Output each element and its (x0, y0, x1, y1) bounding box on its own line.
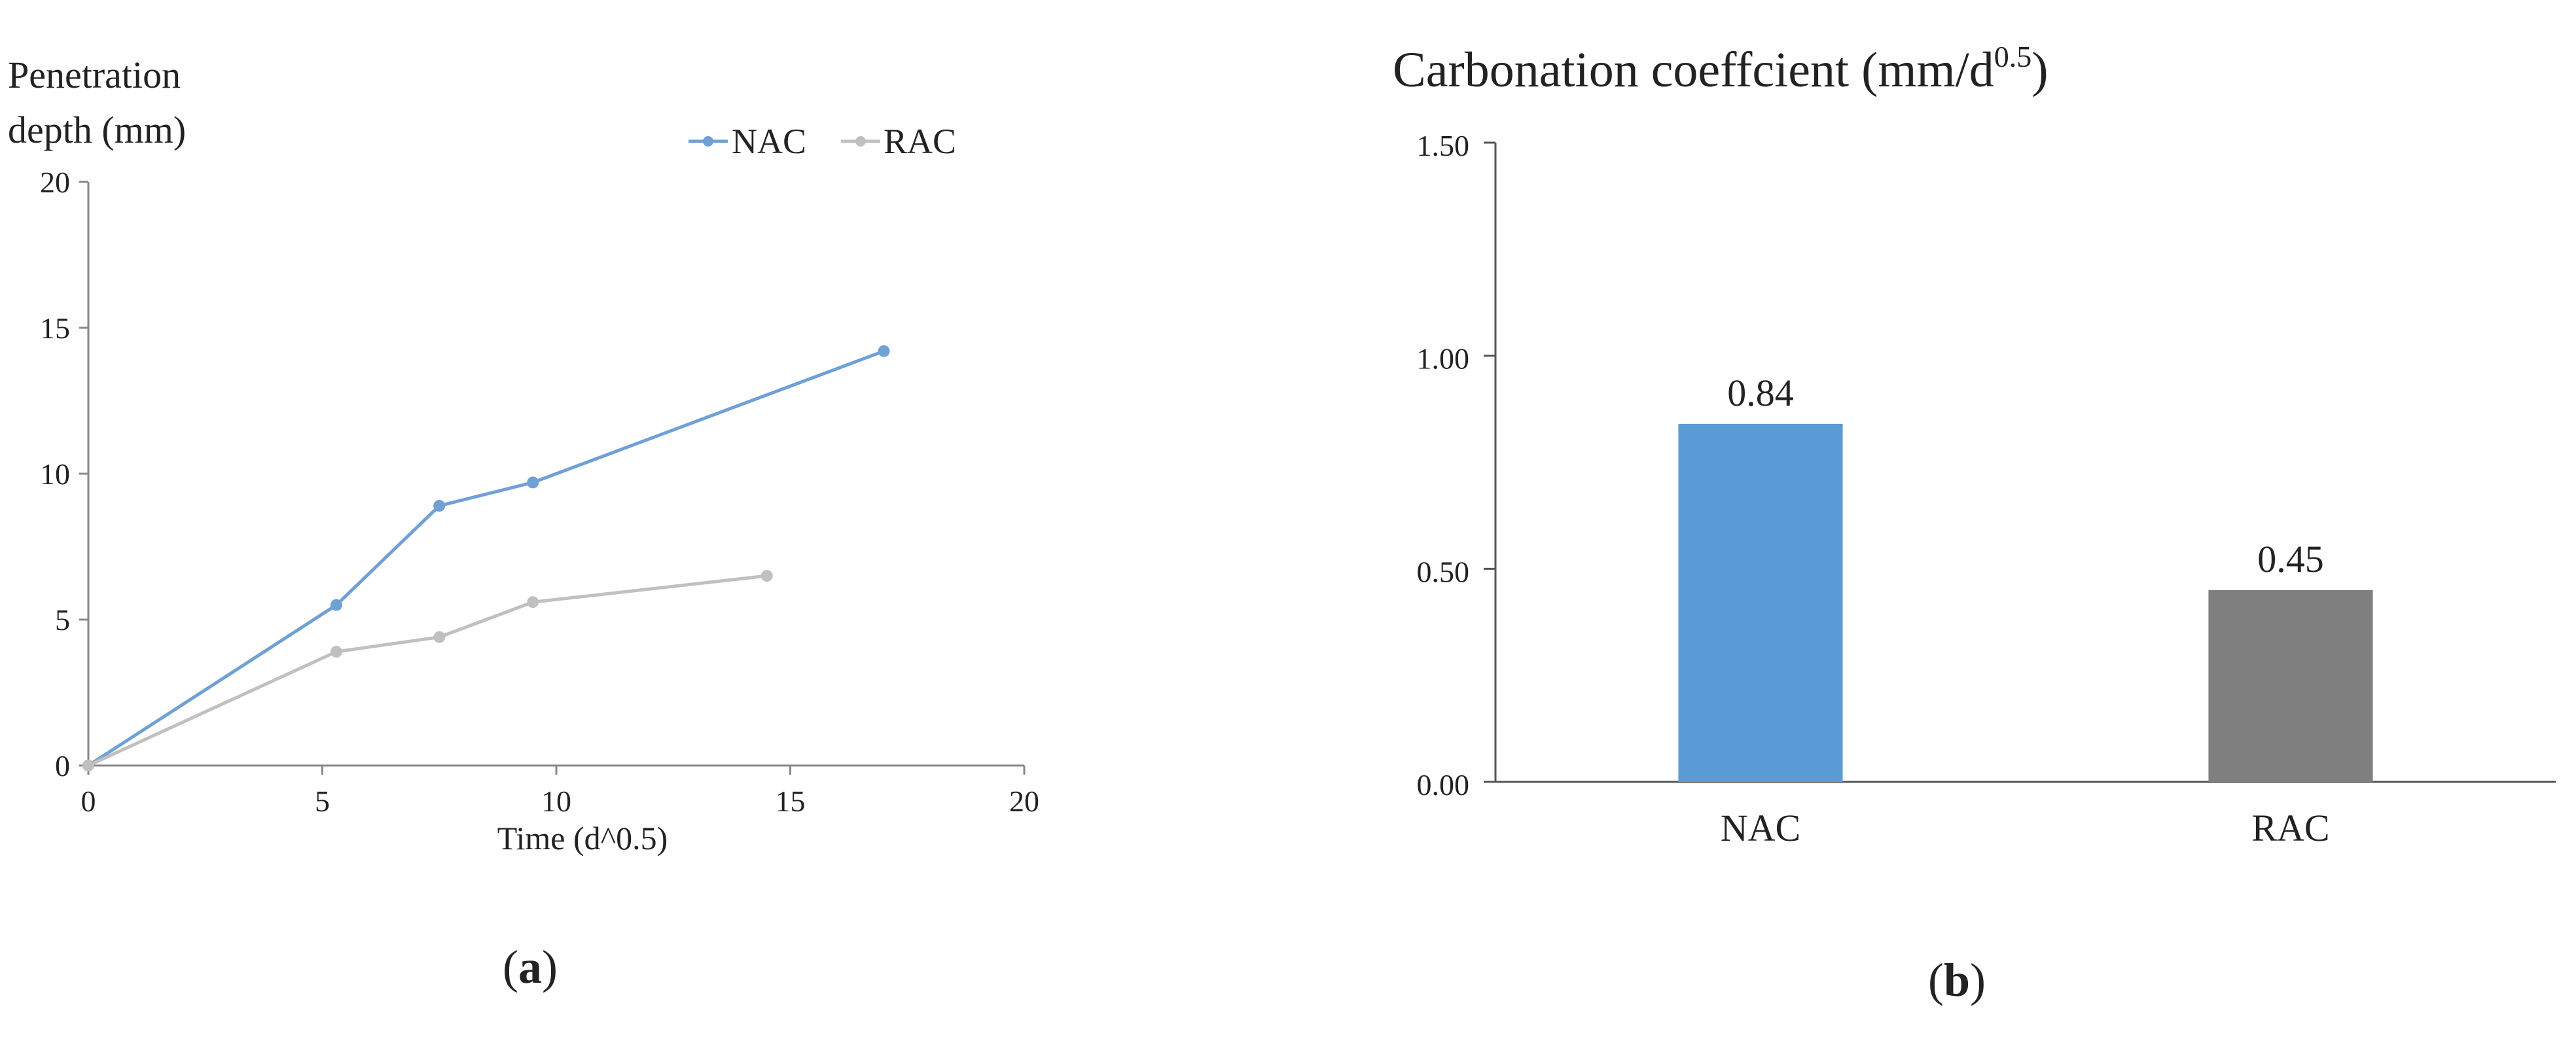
bar-chart-title-end: ) (2031, 43, 2048, 97)
series-lines (82, 345, 890, 771)
x-tick-label: 5 (315, 784, 330, 818)
x-axis-label: Time (d^0.5) (497, 820, 668, 856)
x-tick-labels: 0 5 10 15 20 (81, 784, 1040, 818)
bars (1678, 423, 2373, 782)
line-chart-panel: Penetration depth (mm) NAC RAC 05101520 … (8, 54, 1039, 993)
panel-label-b: (b) (1928, 954, 1986, 1006)
bar-nac (1678, 423, 1843, 782)
series-line-nac (87, 349, 885, 767)
axes (1484, 141, 2556, 783)
data-point-rac (760, 570, 773, 582)
data-point-nac (330, 599, 342, 611)
y-tick-labels: 0 5 10 15 20 (40, 166, 70, 783)
legend-marker-rac (855, 136, 866, 147)
bar-chart-title: Carbonation coeffcient (mm/d0.5) (1393, 40, 2048, 97)
panel-letter-b: b (1944, 954, 1970, 1006)
y-tick-label: 0.50 (1417, 555, 1470, 588)
data-point-rac (433, 631, 446, 643)
y-tick-label: 0 (55, 749, 70, 783)
panel-letter-a: a (518, 941, 542, 993)
data-point-nac (878, 345, 890, 357)
legend: NAC RAC (689, 122, 956, 161)
data-point-nac (433, 500, 446, 512)
y-tick-label: 10 (40, 457, 70, 491)
data-point-rac (330, 646, 342, 658)
category-labels: NAC RAC (1721, 807, 2330, 849)
y-tick-label: 20 (40, 166, 70, 199)
data-point-rac (82, 760, 94, 771)
series-line-rac (87, 574, 768, 767)
axes (79, 181, 1026, 775)
y-tick-label: 1.50 (1417, 129, 1470, 162)
y-axis-label-line-1: Penetration (8, 54, 181, 96)
legend-label-rac: RAC (884, 122, 956, 161)
category-label-rac: RAC (2251, 807, 2329, 849)
category-label-nac: NAC (1721, 807, 1800, 849)
y-tick-label: 5 (55, 603, 70, 637)
x-tick-label: 20 (1009, 784, 1039, 818)
bar-chart-panel: Carbonation coeffcient (mm/d0.5) 0.00 0.5… (1393, 40, 2556, 1006)
panel-label-a: (a) (503, 941, 558, 993)
y-axis-label-line-2: depth (mm) (8, 109, 186, 151)
y-tick-labels: 0.00 0.50 1.00 1.50 (1417, 129, 1470, 801)
data-point-rac (527, 596, 539, 608)
legend-label-nac: NAC (732, 122, 806, 161)
x-tick-label: 10 (541, 784, 571, 818)
data-label-rac: 0.45 (2257, 538, 2324, 580)
bar-rac (2208, 590, 2373, 782)
y-tick-label: 1.00 (1417, 342, 1470, 376)
bar-chart-title-superscript: 0.5 (1994, 40, 2032, 73)
series-rac (82, 570, 773, 771)
y-tick-label: 15 (40, 311, 70, 345)
data-labels: 0.84 0.45 (1727, 372, 2324, 580)
x-tick-label: 0 (81, 784, 96, 818)
bar-chart-title-main: Carbonation coeffcient (mm/d (1393, 43, 1994, 97)
legend-marker-nac (703, 136, 713, 147)
x-tick-label: 15 (776, 784, 806, 818)
data-label-nac: 0.84 (1727, 372, 1794, 414)
data-point-nac (527, 476, 539, 489)
y-tick-label: 0.00 (1417, 768, 1470, 801)
series-nac (82, 345, 890, 771)
